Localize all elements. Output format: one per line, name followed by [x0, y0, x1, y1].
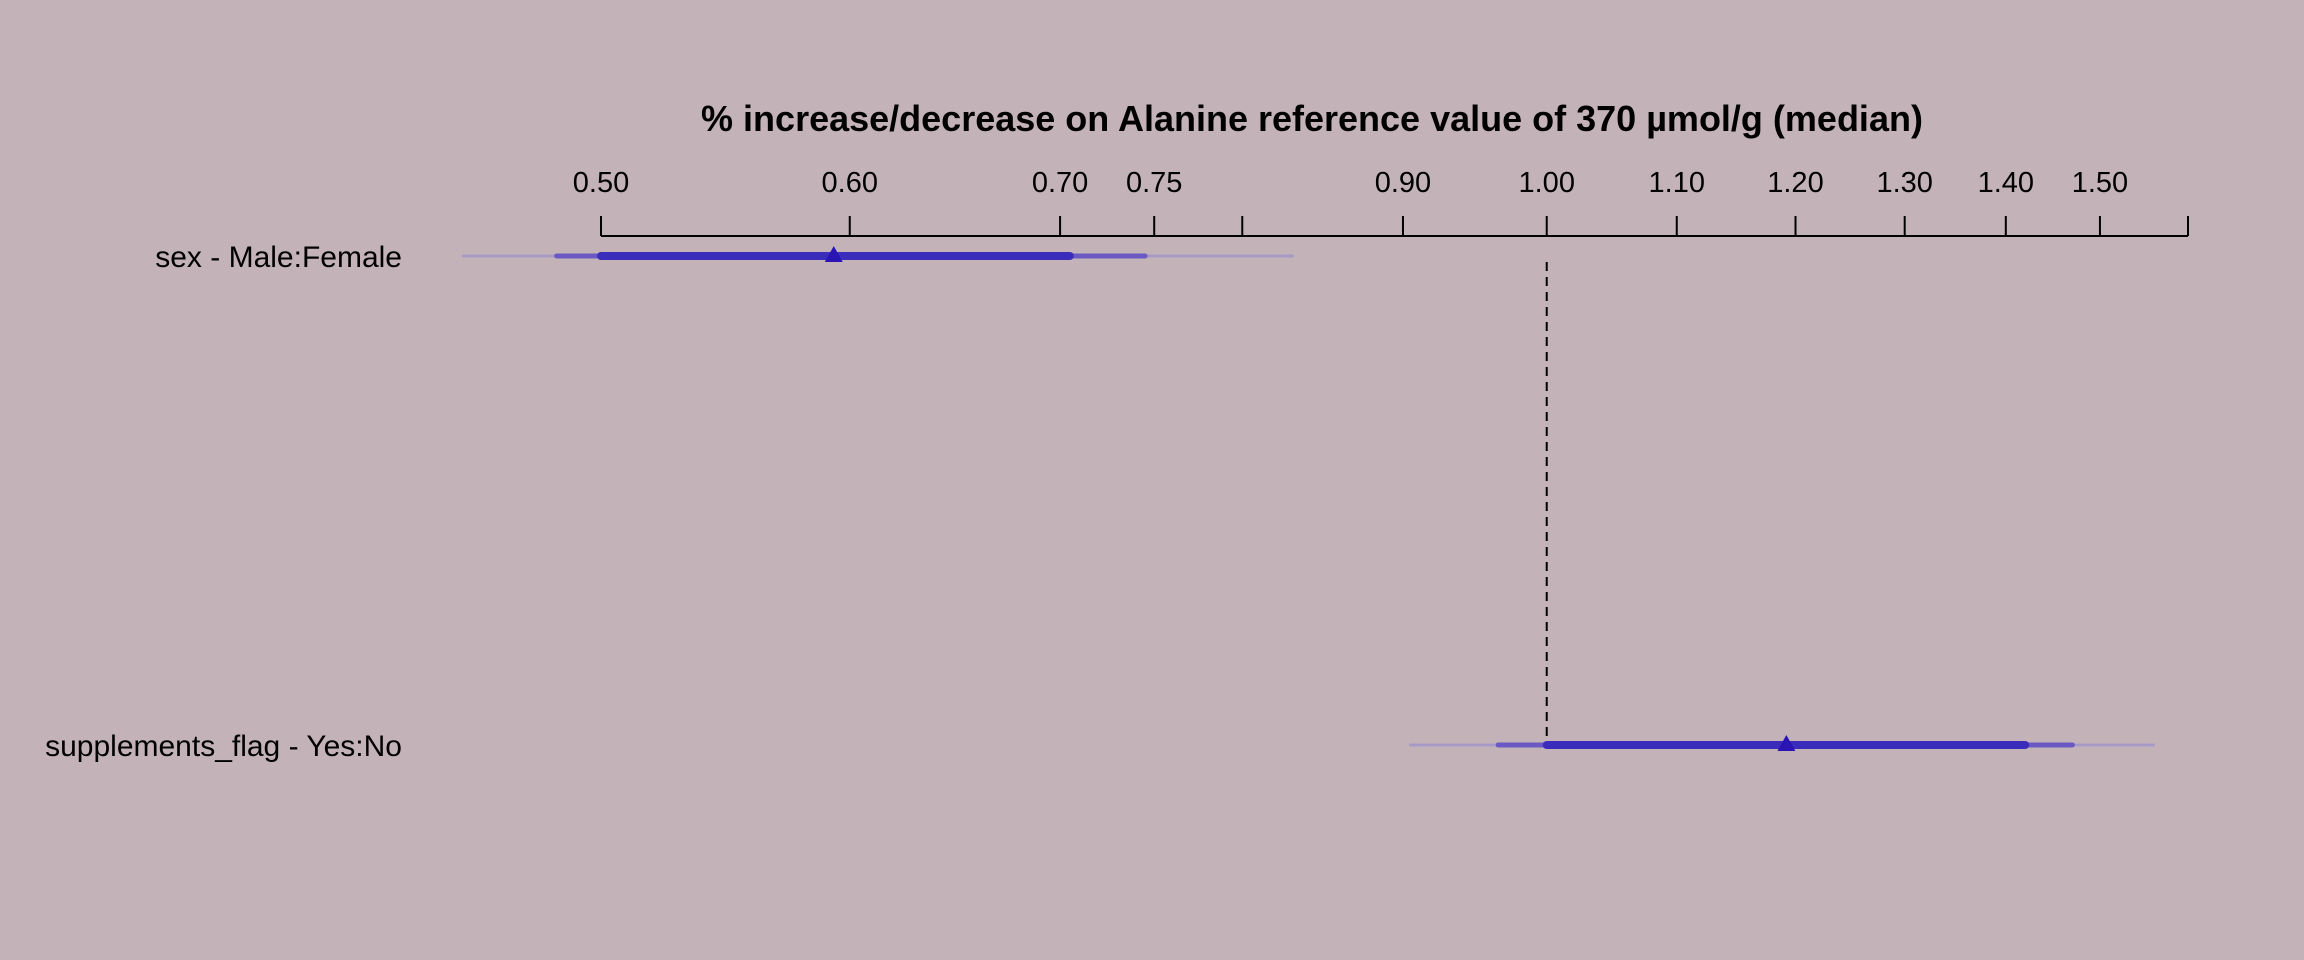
- chart-title: % increase/decrease on Alanine reference…: [701, 98, 1923, 139]
- x-tick-label: 1.10: [1649, 167, 1705, 199]
- rows-group: sex - Male:Female supplements_flag - Yes:…: [45, 241, 2155, 763]
- row-label: sex - Male:Female: [155, 241, 402, 274]
- x-tick-label: 0.70: [1032, 167, 1088, 199]
- x-axis: 0.50 0.60 0.70 0.75 0.90 1.00 1.10 1.20 1.30 1.40…: [573, 167, 2189, 237]
- x-tick-label: 1.20: [1767, 167, 1823, 199]
- x-tick-label: 0.50: [573, 167, 629, 199]
- estimate-marker: [1777, 735, 1796, 751]
- x-tick-label: 0.90: [1375, 167, 1431, 199]
- row-label: supplements_flag - Yes:No: [45, 730, 402, 763]
- estimate-marker: [824, 246, 843, 262]
- x-tick-label: 0.60: [822, 167, 878, 199]
- x-tick-label: 1.40: [1978, 167, 2034, 199]
- x-tick-label: 1.50: [2072, 167, 2128, 199]
- forest-row: supplements_flag - Yes:No: [45, 730, 2155, 763]
- x-tick-label: 1.00: [1519, 167, 1575, 199]
- x-tick-label: 1.30: [1876, 167, 1932, 199]
- forest-row: sex - Male:Female: [155, 241, 1295, 274]
- x-tick-label: 0.75: [1126, 167, 1182, 199]
